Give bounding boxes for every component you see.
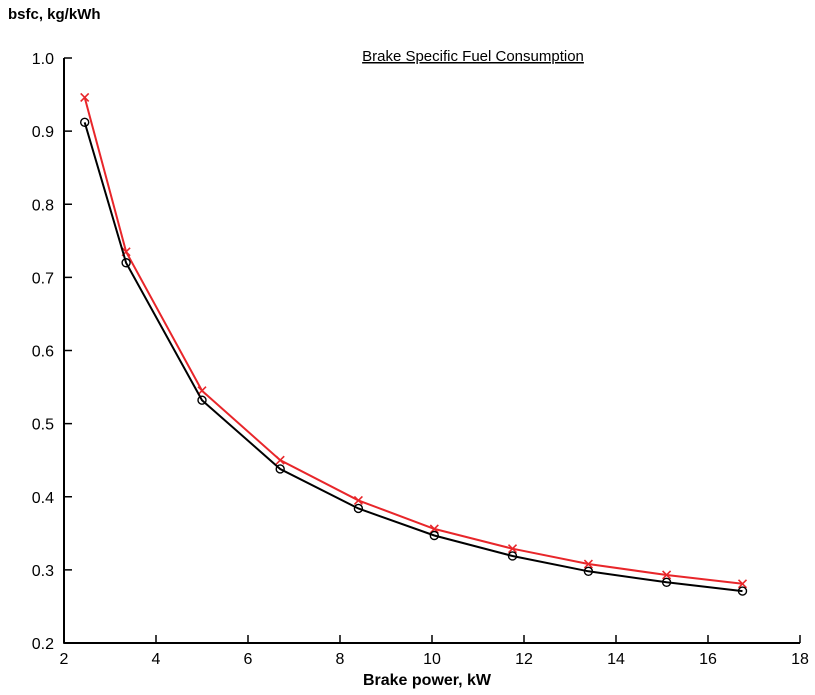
x-tick-label-2: 6 (244, 651, 253, 668)
series-1-point-7 (583, 566, 594, 577)
x-tick-label-6: 14 (607, 651, 625, 668)
series-1-point-1 (121, 258, 131, 268)
series-0 (80, 92, 748, 589)
x-tick-label-1: 4 (152, 651, 161, 668)
y-tick-label-1: 0.3 (32, 563, 54, 580)
x-axis-label: Brake power, kW (363, 672, 492, 689)
series-1-point-6 (507, 551, 518, 561)
x-tick-label-8: 18 (791, 651, 809, 668)
chart-title: Brake Specific Fuel Consumption (362, 48, 584, 65)
series-layer (79, 92, 748, 596)
series-0-point-4 (353, 495, 363, 505)
series-0-point-8 (662, 570, 672, 580)
series-0-point-5 (429, 524, 439, 534)
x-tick-label-7: 16 (699, 651, 717, 668)
series-1-point-5 (429, 530, 439, 541)
x-tick-label-5: 12 (515, 651, 533, 668)
x-tick-label-3: 8 (336, 651, 345, 668)
y-tick-label-7: 0.9 (32, 124, 54, 141)
y-tick-label-8: 1.0 (32, 51, 54, 68)
series-0-line (83, 97, 743, 585)
series-1-point-0 (79, 117, 90, 128)
y-tick-label-2: 0.4 (32, 490, 54, 507)
x-tick-label-0: 2 (60, 651, 69, 668)
series-0-point-6 (507, 544, 518, 554)
y-tick-label-6: 0.8 (32, 197, 54, 214)
x-tick-label-4: 10 (423, 651, 441, 668)
series-1-point-8 (661, 577, 672, 588)
series-0-point-0 (80, 92, 90, 103)
series-0-point-7 (583, 559, 593, 569)
y-tick-label-3: 0.5 (32, 417, 54, 434)
series-1-point-2 (197, 395, 207, 405)
y-axis-label: bsfc, kg/kWh (8, 6, 101, 23)
series-1-point-3 (275, 464, 285, 474)
series-0-point-9 (737, 579, 748, 589)
ticks: 2 4 6 8 10 12 14 16 18 0.2 0.3 0.4 0.5 0.6 0.7 0.8 0.9 1.… (32, 51, 809, 668)
y-tick-label-5: 0.7 (32, 270, 54, 287)
series-1-point-4 (353, 503, 364, 514)
series-1-line (83, 122, 743, 593)
y-tick-label-0: 0.2 (32, 636, 54, 653)
series-1 (79, 117, 748, 596)
series-1-point-9 (737, 586, 748, 596)
series-0-point-3 (275, 455, 285, 465)
y-tick-label-4: 0.6 (32, 344, 54, 361)
